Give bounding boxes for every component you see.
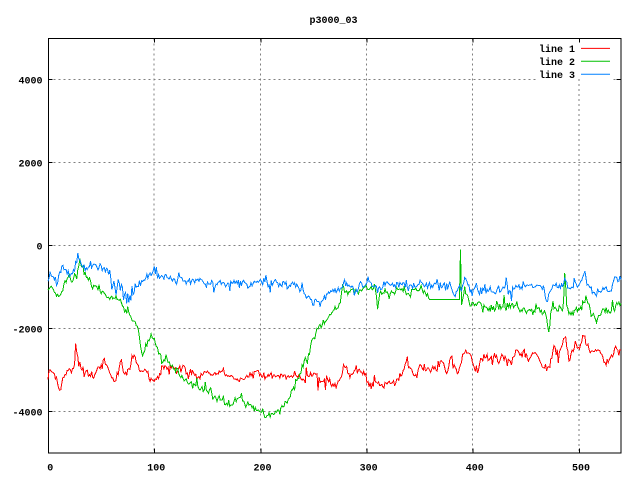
svg-text:line 2: line 2 xyxy=(539,57,575,69)
svg-text:-4000: -4000 xyxy=(12,409,42,420)
svg-text:line 3: line 3 xyxy=(539,70,575,82)
svg-text:500: 500 xyxy=(572,464,590,475)
svg-text:300: 300 xyxy=(360,464,378,475)
svg-text:-2000: -2000 xyxy=(12,326,42,337)
svg-text:400: 400 xyxy=(466,464,484,475)
svg-text:0: 0 xyxy=(47,464,53,475)
svg-text:200: 200 xyxy=(253,464,271,475)
svg-text:2000: 2000 xyxy=(18,160,42,171)
svg-text:line 1: line 1 xyxy=(539,44,575,56)
svg-text:100: 100 xyxy=(147,464,165,475)
svg-text:0: 0 xyxy=(36,243,42,254)
svg-text:4000: 4000 xyxy=(18,77,42,88)
svg-text:p3000_03: p3000_03 xyxy=(309,16,357,27)
